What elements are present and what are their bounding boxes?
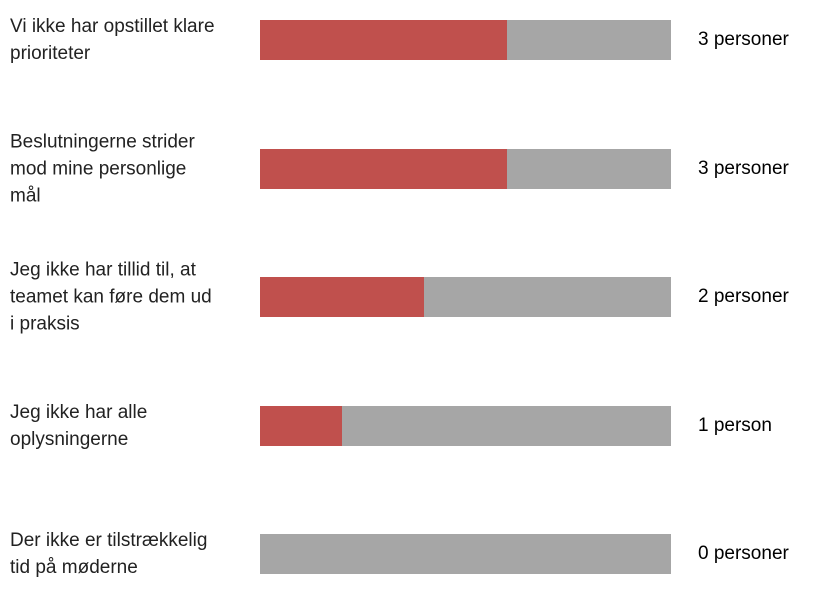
category-label: Jeg ikke har tillid til, at teamet kan f… — [10, 259, 212, 335]
bar — [260, 277, 425, 317]
category-label: Jeg ikke har alle oplysningerne — [10, 401, 148, 450]
value-label: 0 personer — [698, 543, 789, 564]
bar-track — [260, 20, 671, 60]
bar-track — [260, 405, 671, 446]
category-label: Beslutningerne strider mod mine personli… — [10, 131, 195, 206]
bar — [260, 405, 343, 446]
value-label: 2 personer — [698, 286, 789, 307]
bar — [260, 20, 507, 60]
bar — [260, 148, 507, 189]
category-label: Vi ikke har opstillet klare prioriteter — [10, 16, 215, 64]
bar-track — [260, 277, 671, 317]
bar-track — [260, 148, 671, 189]
value-label: 3 personer — [698, 157, 789, 179]
value-label: 1 person — [698, 414, 772, 436]
value-label: 3 personer — [698, 29, 789, 50]
bar-track — [260, 534, 671, 574]
category-label: Der ikke er tilstrækkelig tid på møderne — [10, 530, 208, 578]
